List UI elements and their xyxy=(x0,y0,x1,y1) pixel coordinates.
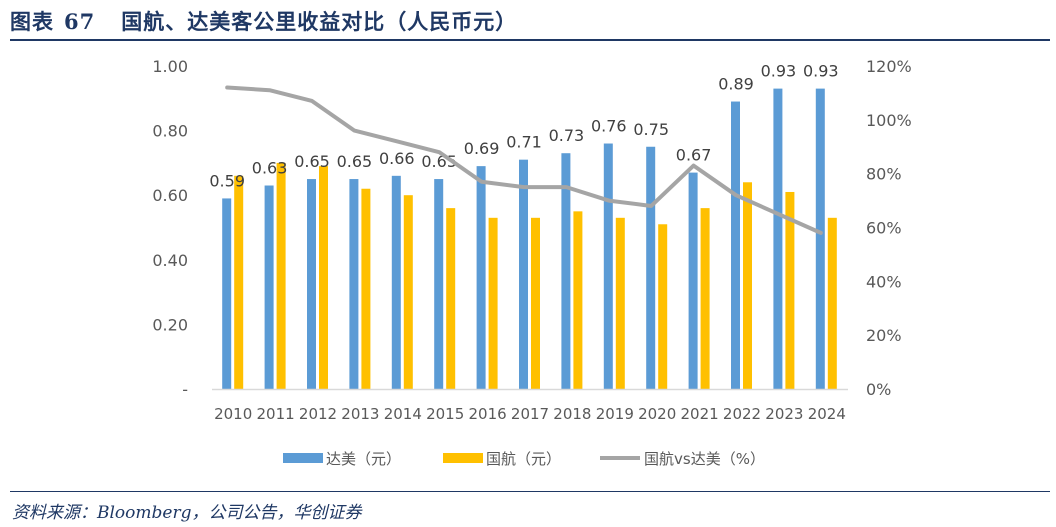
data-label: 0.59 xyxy=(209,171,245,190)
figure-label: 图表 xyxy=(10,9,54,34)
left-axis-tick: - xyxy=(182,380,188,399)
bar-air-china xyxy=(403,195,413,389)
bar-delta xyxy=(222,198,232,389)
data-label: 0.75 xyxy=(633,120,669,139)
legend-swatch-delta xyxy=(283,453,323,463)
bar-delta xyxy=(773,88,783,390)
bar-air-china xyxy=(488,217,498,389)
right-axis-tick: 40% xyxy=(866,272,902,291)
bar-delta xyxy=(476,166,486,389)
bar-air-china xyxy=(700,208,710,389)
data-label: 0.65 xyxy=(337,152,373,171)
title-divider xyxy=(10,39,1050,41)
right-axis-tick: 20% xyxy=(866,326,902,345)
x-axis-tick: 2014 xyxy=(384,405,422,423)
bar-delta xyxy=(688,172,698,389)
x-axis-tick: 2017 xyxy=(511,405,549,423)
figure-number: 67 xyxy=(64,9,96,34)
data-label: 0.63 xyxy=(252,159,288,178)
bar-air-china xyxy=(827,217,837,389)
bar-delta xyxy=(561,153,571,389)
line-ratio xyxy=(225,85,823,235)
data-label: 0.71 xyxy=(506,133,542,152)
bar-delta xyxy=(307,179,316,389)
left-axis-tick: 0.20 xyxy=(152,315,188,334)
x-axis-tick: 2016 xyxy=(469,405,507,423)
x-axis-tick: 2018 xyxy=(553,405,591,423)
left-axis-tick: 0.60 xyxy=(152,186,188,205)
bar-air-china xyxy=(743,182,752,389)
bar-delta xyxy=(646,146,656,389)
bar-air-china xyxy=(276,162,286,389)
bar-air-china xyxy=(234,175,244,389)
bar-air-china xyxy=(361,188,371,389)
data-label: 0.93 xyxy=(803,62,839,81)
bar-air-china xyxy=(615,217,625,389)
bar-air-china xyxy=(573,211,583,389)
x-axis-tick: 2019 xyxy=(596,405,634,423)
bar-air-china xyxy=(531,217,540,389)
right-axis-tick: 120% xyxy=(866,57,912,76)
x-axis-tick: 2022 xyxy=(723,405,761,423)
figure-title-text: 国航、达美客公里收益对比（人民币元） xyxy=(121,9,518,34)
x-axis-tick: 2013 xyxy=(341,405,379,423)
bar-delta xyxy=(391,175,401,389)
bar-delta xyxy=(434,179,444,389)
bar-delta xyxy=(519,159,528,389)
right-axis-tick: 60% xyxy=(866,219,902,238)
figure-title: 图表 67 国航、达美客公里收益对比（人民币元） xyxy=(10,6,517,36)
legend-label-delta: 达美（元） xyxy=(326,450,401,468)
data-label: 0.66 xyxy=(379,149,415,168)
x-axis-tick: 2015 xyxy=(426,405,464,423)
data-label: 0.89 xyxy=(718,75,754,94)
x-axis-tick: 2010 xyxy=(214,405,252,423)
right-axis-tick: 100% xyxy=(866,111,912,130)
bar-air-china xyxy=(319,166,328,389)
x-axis-tick: 2024 xyxy=(808,405,846,423)
left-axis-tick: 0.40 xyxy=(152,251,188,270)
x-axis-tick: 2023 xyxy=(765,405,803,423)
data-label: 0.67 xyxy=(676,146,712,165)
data-label: 0.93 xyxy=(761,62,797,81)
left-axis-tick: 0.80 xyxy=(152,122,188,141)
data-label: 0.65 xyxy=(294,152,330,171)
right-axis-tick: 80% xyxy=(866,165,902,184)
right-axis-tick: 0% xyxy=(866,380,891,399)
bar-delta xyxy=(603,143,613,389)
source-divider xyxy=(10,491,1050,492)
source-note: 资料来源：Bloomberg，公司公告，华创证券 xyxy=(12,503,362,523)
bar-air-china xyxy=(446,208,456,389)
x-axis-tick: 2011 xyxy=(257,405,295,423)
x-axis-tick: 2021 xyxy=(681,405,719,423)
data-label: 0.76 xyxy=(591,117,627,136)
bar-delta xyxy=(349,179,359,389)
x-axis-tick: 2020 xyxy=(638,405,676,423)
bar-delta xyxy=(264,185,274,389)
bar-delta xyxy=(731,101,740,389)
left-axis-tick: 1.00 xyxy=(152,57,188,76)
data-label: 0.69 xyxy=(464,139,500,158)
data-label: 0.73 xyxy=(549,126,585,145)
bar-air-china xyxy=(658,224,668,389)
bar-air-china xyxy=(785,191,795,389)
legend-label-air-china: 国航（元） xyxy=(486,450,561,468)
bar-delta xyxy=(815,88,825,390)
x-axis-tick: 2012 xyxy=(299,405,337,423)
legend-swatch-air-china xyxy=(443,453,483,463)
legend-label-ratio: 国航vs达美（%） xyxy=(644,450,765,468)
